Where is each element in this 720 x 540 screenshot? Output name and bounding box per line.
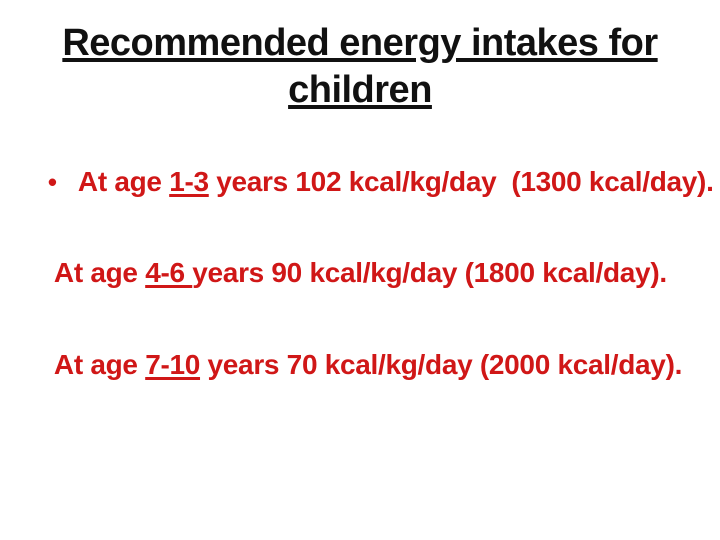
paragraph-age-4-6: At age 4-6 years 90 kcal/kg/day (1800 kc… xyxy=(24,222,667,324)
age-range-underlined: 4-6 xyxy=(145,257,193,288)
slide-title: Recommended energy intakes for children xyxy=(0,20,720,114)
title-line-1: Recommended energy intakes for xyxy=(62,22,658,64)
body-text-pre: At age xyxy=(53,349,146,380)
body-text-pre: At age xyxy=(77,166,170,197)
bullet-marker: • xyxy=(47,167,57,197)
body-text-post: years 102 kcal/kg/day (1300 kcal/day). xyxy=(208,166,714,197)
body-text-pre: At age xyxy=(53,257,146,288)
body-text-post: years 70 kcal/kg/day (2000 kcal/day). xyxy=(200,349,683,380)
body-text-post: years 90 kcal/kg/day (1800 kcal/day). xyxy=(192,257,667,288)
title-line-2: children xyxy=(288,69,432,111)
age-range-underlined: 7-10 xyxy=(145,349,201,380)
age-range-underlined: 1-3 xyxy=(169,166,209,197)
bullet-item-age-1-3: • At age 1-3 years 102 kcal/kg/day (1300 … xyxy=(18,131,714,233)
paragraph-age-7-10: At age 7-10 years 70 kcal/kg/day (2000 k… xyxy=(24,314,682,416)
